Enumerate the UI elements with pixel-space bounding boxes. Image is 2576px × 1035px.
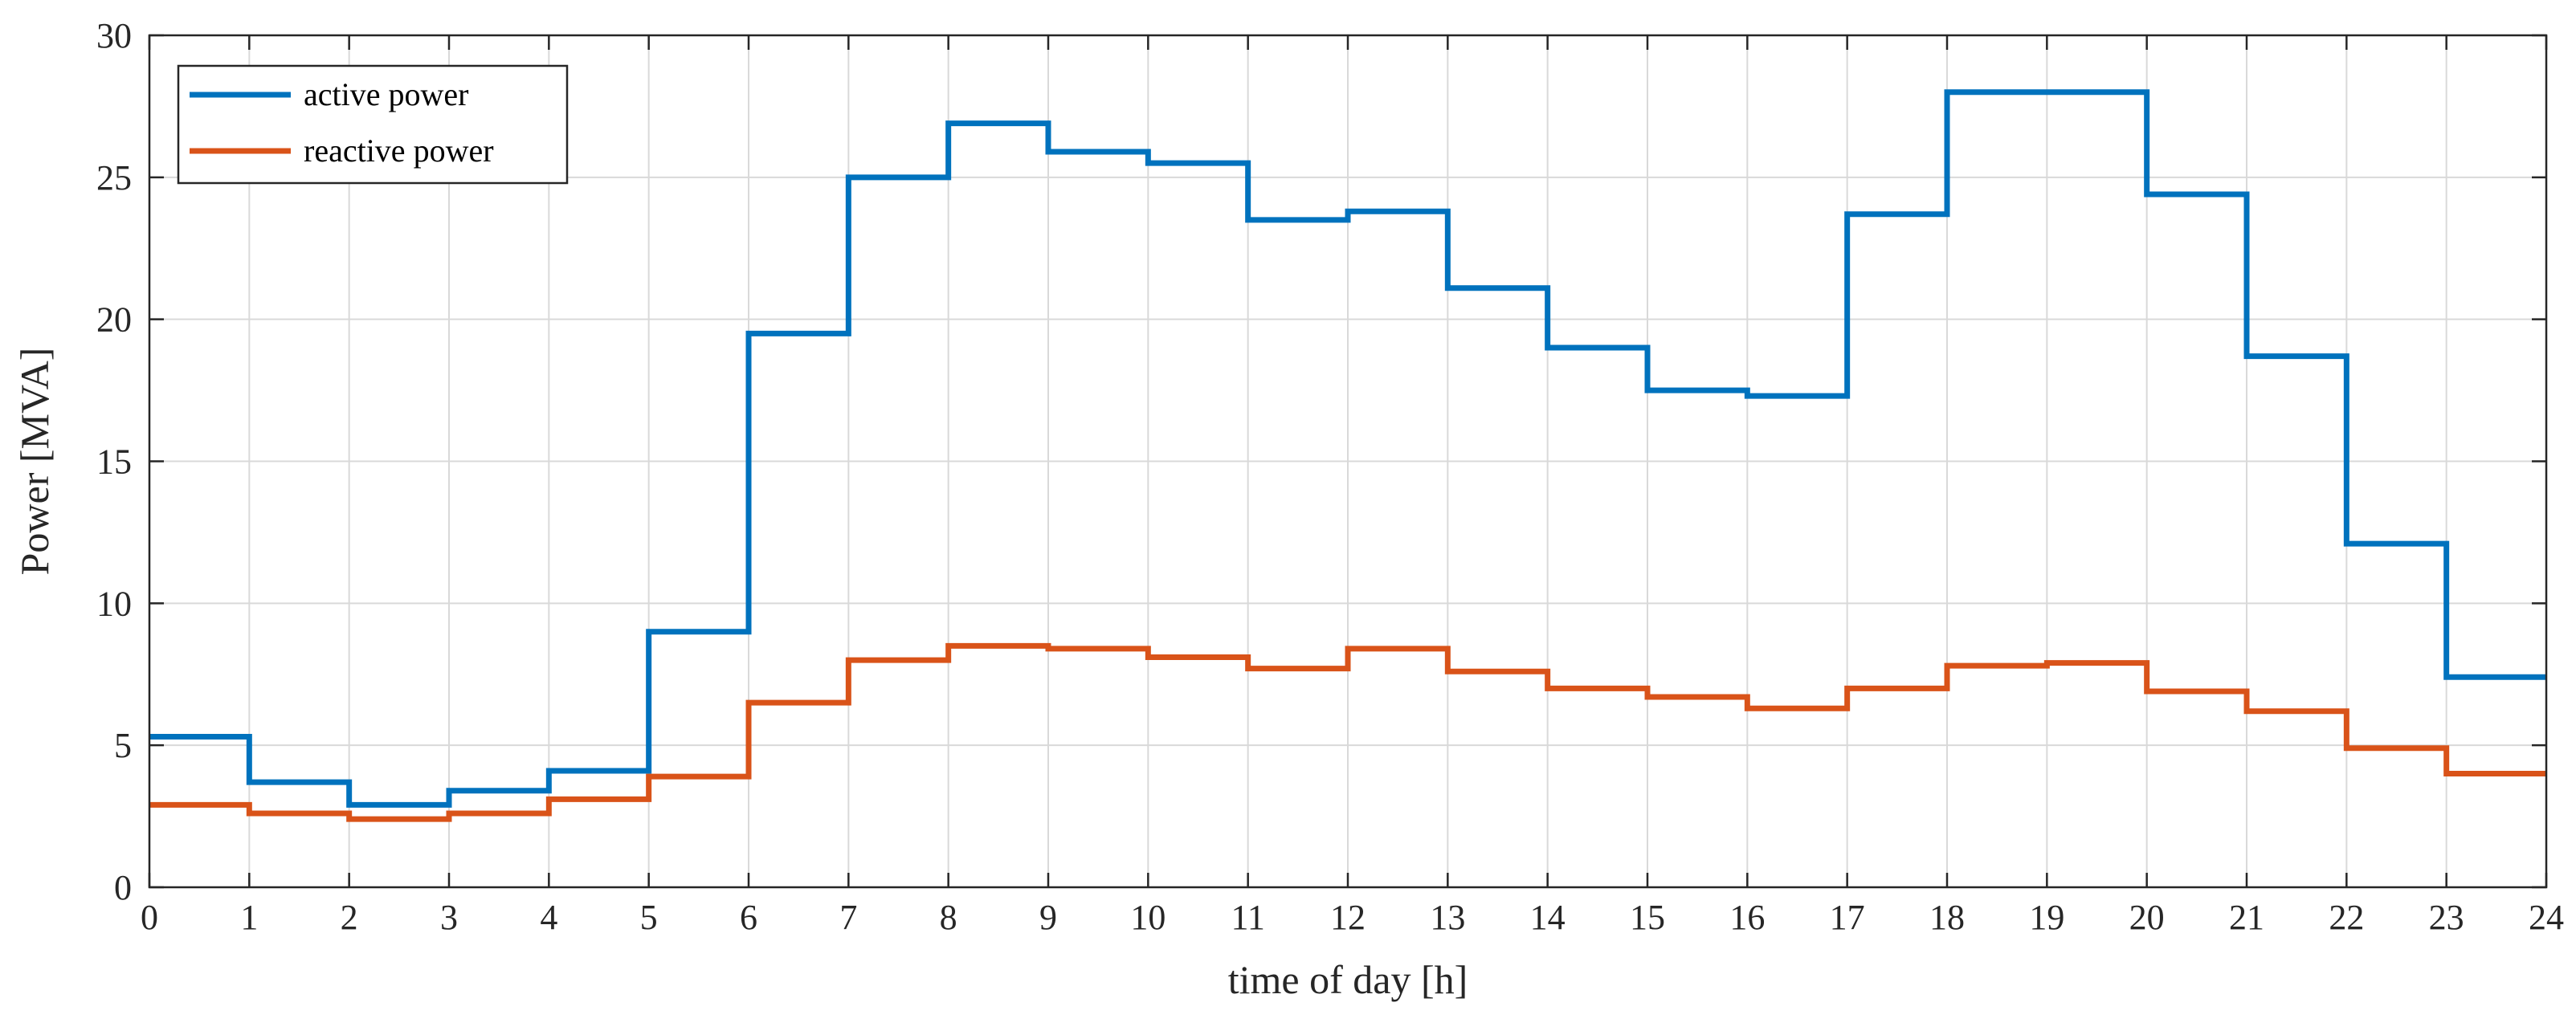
- x-tick-label: 13: [1430, 898, 1465, 937]
- x-tick-label: 10: [1130, 898, 1166, 937]
- axis-ticks: [148, 34, 2548, 889]
- x-tick-label: 6: [740, 898, 757, 937]
- x-tick-label: 19: [2029, 898, 2064, 937]
- x-tick-label: 3: [440, 898, 458, 937]
- x-tick-label: 8: [940, 898, 957, 937]
- legend-label-active-power: active power: [304, 76, 468, 112]
- y-tick-label: 15: [96, 442, 132, 482]
- x-tick-label: 21: [2229, 898, 2264, 937]
- x-tick-label: 24: [2529, 898, 2564, 937]
- x-tick-label: 22: [2329, 898, 2364, 937]
- y-tick-label: 10: [96, 584, 132, 623]
- x-tick-label: 16: [1729, 898, 1765, 937]
- x-tick-label: 14: [1530, 898, 1566, 937]
- x-tick-label: 7: [839, 898, 857, 937]
- series-layer: [149, 89, 2546, 822]
- y-tick-label: 20: [96, 300, 132, 340]
- series-line-reactive-power: [149, 642, 2546, 822]
- x-tick-label: 15: [1630, 898, 1665, 937]
- y-tick-label: 30: [96, 16, 132, 55]
- series-line-active-power: [149, 89, 2546, 808]
- y-tick-label: 25: [96, 158, 132, 198]
- legend-box: [177, 64, 569, 185]
- tick-labels: 0 1 2 3 4 5 6 7 8 9 10 11 12 13 14 15 16 17 18 19 20 21 22 23 24…: [96, 16, 2564, 937]
- y-tick-label: 5: [114, 726, 132, 765]
- x-tick-label: 1: [240, 898, 258, 937]
- x-tick-label: 20: [2129, 898, 2165, 937]
- legend: active power reactive power: [177, 64, 569, 185]
- x-tick-label: 18: [1929, 898, 1965, 937]
- x-tick-label: 11: [1231, 898, 1264, 937]
- x-tick-label: 5: [640, 898, 658, 937]
- x-tick-label: 9: [1039, 898, 1057, 937]
- x-axis-label: time of day [h]: [1228, 957, 1468, 1002]
- x-tick-label: 0: [141, 898, 158, 937]
- y-axis-label: Power [MVA]: [12, 348, 57, 576]
- x-tick-label: 4: [540, 898, 557, 937]
- y-tick-label: 0: [114, 868, 132, 907]
- x-tick-label: 12: [1330, 898, 1366, 937]
- legend-label-reactive-power: reactive power: [304, 132, 494, 169]
- x-tick-label: 17: [1830, 898, 1865, 937]
- x-tick-label: 2: [341, 898, 358, 937]
- x-tick-label: 23: [2429, 898, 2464, 937]
